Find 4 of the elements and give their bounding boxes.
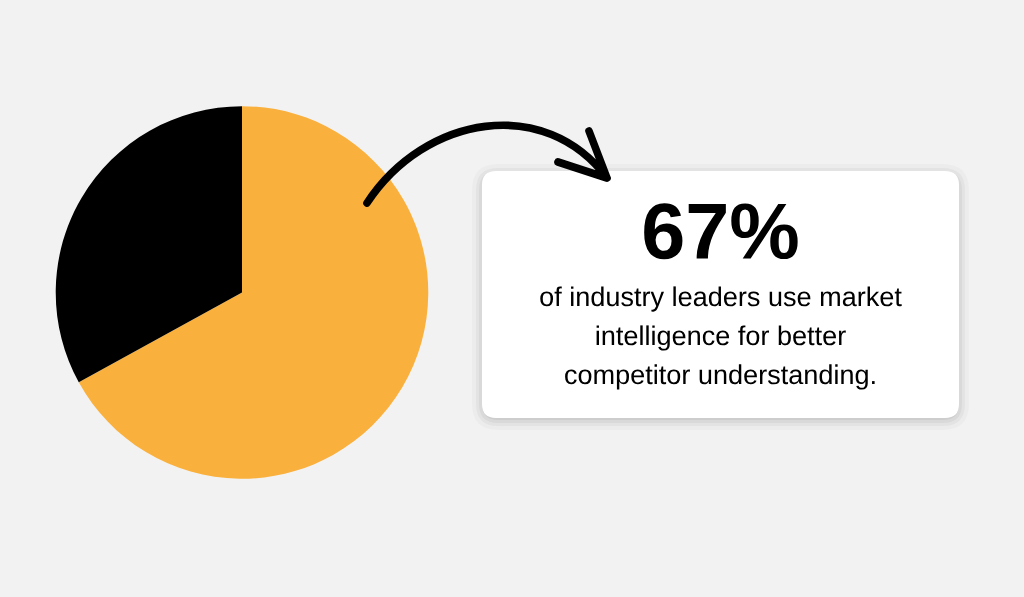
pie-slice bbox=[78, 106, 429, 479]
text: of industry leaders use market intelligence for better competitor understanding. bbox=[540, 286, 902, 390]
text: 67% bbox=[644, 203, 798, 260]
pie-slice bbox=[55, 106, 242, 383]
